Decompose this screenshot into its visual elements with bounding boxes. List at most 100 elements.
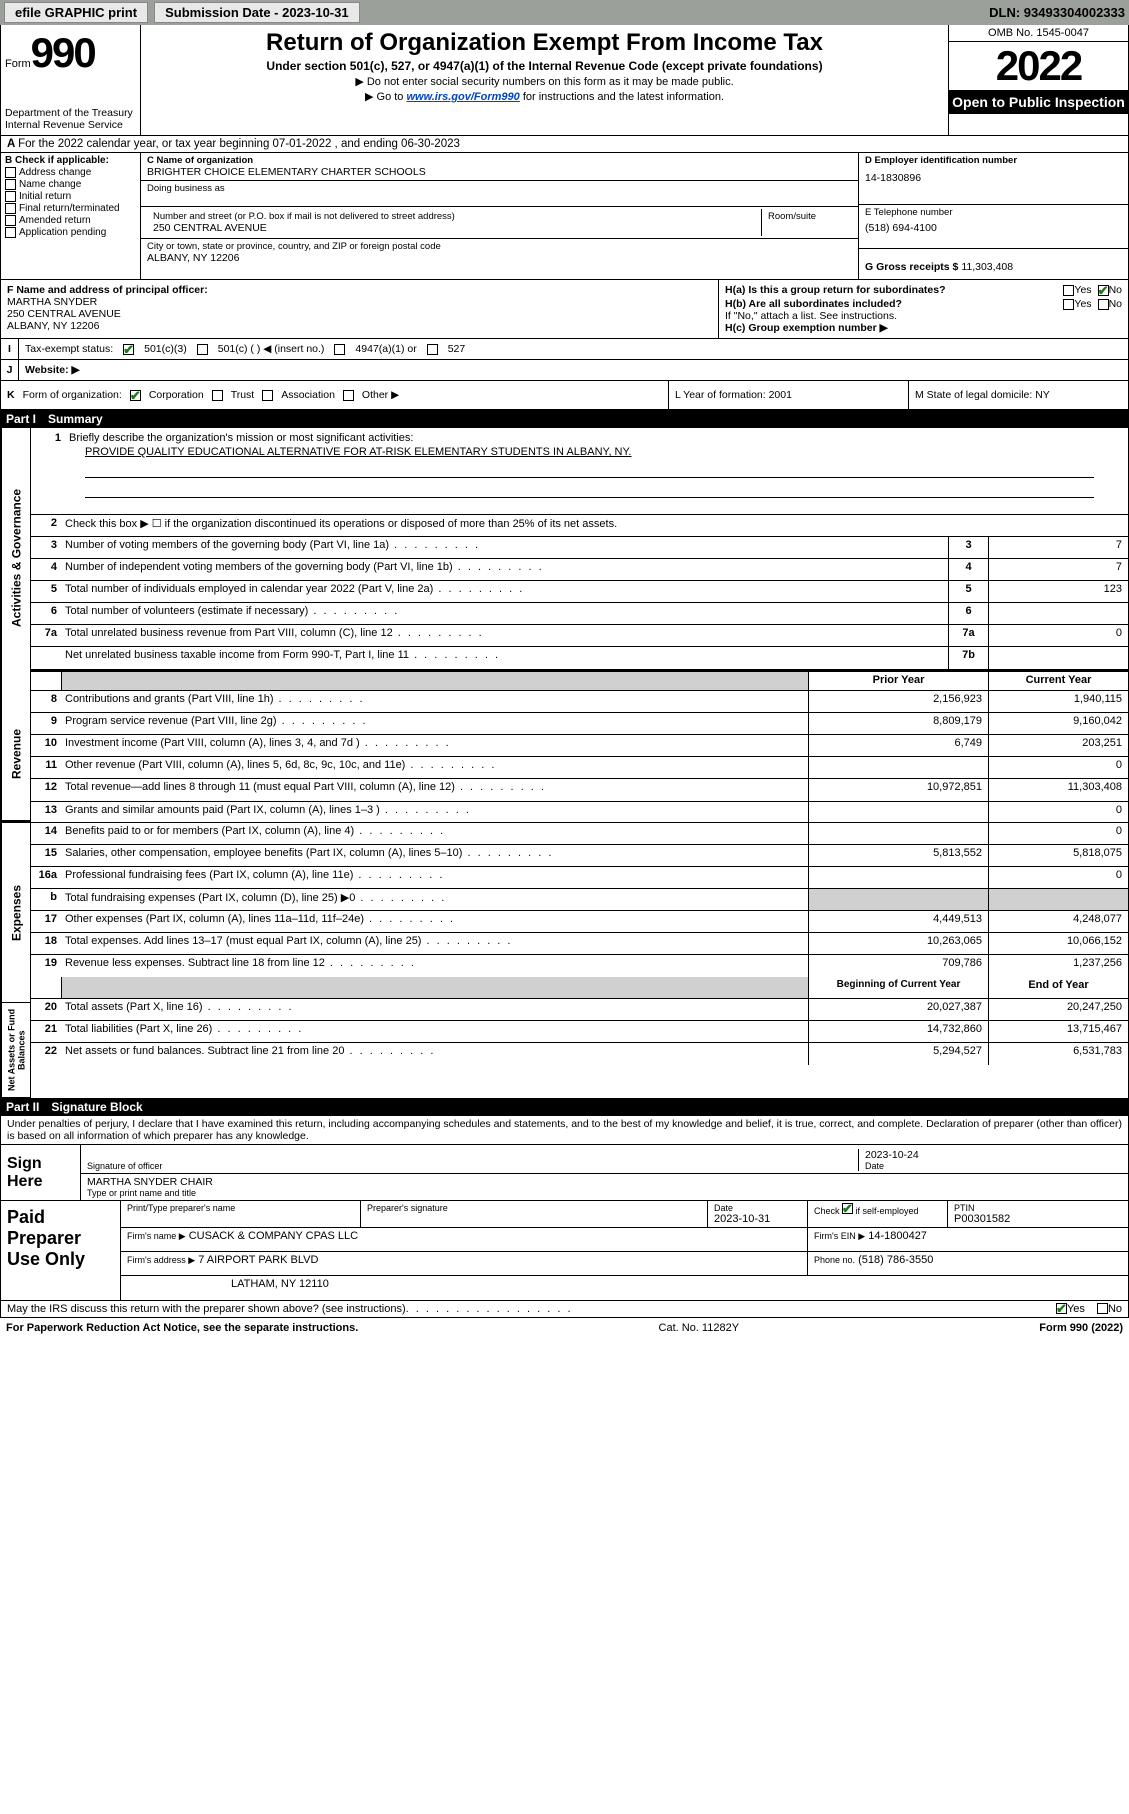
omb-number: OMB No. 1545-0047 — [949, 25, 1128, 42]
final-return-checkbox[interactable] — [5, 203, 16, 214]
sign-here-label: Sign Here — [1, 1145, 81, 1200]
street-value: 250 CENTRAL AVENUE — [153, 222, 755, 234]
section-j-letter: J — [1, 360, 19, 380]
data-line: 11Other revenue (Part VIII, column (A), … — [31, 757, 1128, 779]
end-year-header: End of Year — [988, 977, 1128, 998]
firm-addr2: LATHAM, NY 12110 — [121, 1276, 1128, 1300]
section-i-row: I Tax-exempt status: 501(c)(3) 501(c) ( … — [0, 339, 1129, 360]
data-line: 14Benefits paid to or for members (Part … — [31, 823, 1128, 845]
section-k-letter: K — [7, 389, 15, 401]
part-2-name: Part II — [6, 1100, 39, 1114]
501c3-checkbox[interactable] — [123, 344, 134, 355]
gov-line: 6Total number of volunteers (estimate if… — [31, 603, 1128, 625]
firm-phone: (518) 786-3550 — [858, 1254, 933, 1266]
sig-name: MARTHA SNYDER CHAIR — [87, 1176, 213, 1188]
dba-label: Doing business as — [147, 183, 852, 194]
initial-return-checkbox[interactable] — [5, 191, 16, 202]
paid-date: 2023-10-31 — [714, 1213, 801, 1225]
row-a-text: For the 2022 calendar year, or tax year … — [18, 138, 460, 150]
4947-checkbox[interactable] — [334, 344, 345, 355]
hb-no-checkbox[interactable] — [1098, 299, 1109, 310]
gov-line: 2Check this box ▶ ☐ if the organization … — [31, 515, 1128, 537]
firm-ein-label: Firm's EIN ▶ — [814, 1231, 865, 1241]
sig-name-label: Type or print name and title — [87, 1188, 196, 1198]
phone-value: (518) 694-4100 — [865, 222, 1122, 234]
application-pending-checkbox[interactable] — [5, 227, 16, 238]
submission-date-button[interactable]: Submission Date - 2023-10-31 — [154, 2, 360, 23]
officer-name: MARTHA SNYDER — [7, 296, 712, 308]
form-subtitle: Under section 501(c), 527, or 4947(a)(1)… — [147, 59, 942, 73]
form-title: Return of Organization Exempt From Incom… — [147, 29, 942, 57]
form-number: 990 — [31, 29, 95, 76]
section-b-header: B Check if applicable: — [5, 155, 136, 166]
section-a-row: A For the 2022 calendar year, or tax yea… — [0, 136, 1129, 280]
data-line: 10Investment income (Part VIII, column (… — [31, 735, 1128, 757]
hb-yes-checkbox[interactable] — [1063, 299, 1074, 310]
section-f: F Name and address of principal officer:… — [1, 280, 718, 338]
gross-receipts-label: G Gross receipts $ — [865, 261, 958, 273]
gov-line: Net unrelated business taxable income fr… — [31, 647, 1128, 669]
amended-return-checkbox[interactable] — [5, 215, 16, 226]
irs-form990-link[interactable]: www.irs.gov/Form990 — [406, 91, 519, 103]
other-checkbox[interactable] — [343, 390, 354, 401]
527-checkbox[interactable] — [427, 344, 438, 355]
street-label: Number and street (or P.O. box if mail i… — [153, 211, 755, 222]
name-change-checkbox[interactable] — [5, 179, 16, 190]
vert-net-assets: Net Assets or Fund Balances — [1, 1003, 31, 1098]
data-line: 18Total expenses. Add lines 13–17 (must … — [31, 933, 1128, 955]
prior-year-header: Prior Year — [808, 672, 988, 690]
section-m: M State of legal domicile: NY — [908, 381, 1128, 409]
discuss-yes-checkbox[interactable] — [1056, 1303, 1067, 1314]
vert-revenue: Revenue — [1, 688, 31, 823]
section-j-row: J Website: ▶ — [0, 360, 1129, 381]
efile-print-button[interactable]: efile GRAPHIC print — [4, 2, 148, 23]
data-line: 16aProfessional fundraising fees (Part I… — [31, 867, 1128, 889]
ha-yes-checkbox[interactable] — [1063, 285, 1074, 296]
section-l: L Year of formation: 2001 — [668, 381, 908, 409]
title-box: Return of Organization Exempt From Incom… — [141, 25, 948, 135]
org-info-grid: B Check if applicable: Address change Na… — [1, 153, 1128, 279]
officer-label: F Name and address of principal officer: — [7, 284, 712, 296]
firm-addr-label: Firm's address ▶ — [127, 1255, 195, 1265]
section-b: B Check if applicable: Address change Na… — [1, 153, 141, 279]
501c-checkbox[interactable] — [197, 344, 208, 355]
sig-date: 2023-10-24 — [865, 1149, 1122, 1161]
website-label: Website: ▶ — [25, 364, 80, 376]
city-label: City or town, state or province, country… — [147, 241, 852, 252]
hb-label: H(b) Are all subordinates included? — [725, 298, 1063, 310]
hb-note: If "No," attach a list. See instructions… — [725, 310, 1122, 322]
self-employed-checkbox[interactable] — [842, 1203, 853, 1214]
section-c: C Name of organization BRIGHTER CHOICE E… — [141, 153, 858, 279]
data-line: 17Other expenses (Part IX, column (A), l… — [31, 911, 1128, 933]
phone-label: E Telephone number — [865, 207, 1122, 218]
org-name-label: C Name of organization — [147, 155, 852, 166]
preparer-sig-label: Preparer's signature — [367, 1203, 701, 1213]
ptin-label: PTIN — [954, 1203, 1122, 1213]
prior-current-header: Prior Year Current Year — [31, 669, 1128, 691]
current-year-header: Current Year — [988, 672, 1128, 690]
sig-date-label: Date — [865, 1161, 1122, 1171]
ha-no-checkbox[interactable] — [1098, 285, 1109, 296]
data-line: 19Revenue less expenses. Subtract line 1… — [31, 955, 1128, 977]
section-h: H(a) Is this a group return for subordin… — [718, 280, 1128, 338]
address-change-checkbox[interactable] — [5, 167, 16, 178]
association-checkbox[interactable] — [262, 390, 273, 401]
org-name: BRIGHTER CHOICE ELEMENTARY CHARTER SCHOO… — [147, 166, 852, 178]
ein-value: 14-1830896 — [865, 172, 1122, 184]
tax-year: 2022 — [949, 42, 1128, 90]
firm-addr1: 7 AIRPORT PARK BLVD — [198, 1254, 318, 1266]
footer-row: For Paperwork Reduction Act Notice, see … — [0, 1318, 1129, 1338]
omb-year-box: OMB No. 1545-0047 2022 Open to Public In… — [948, 25, 1128, 135]
vert-expenses: Expenses — [1, 823, 31, 1003]
footer-right: Form 990 (2022) — [1039, 1322, 1123, 1334]
corporation-checkbox[interactable] — [130, 390, 141, 401]
dept-treasury: Department of the Treasury Internal Reve… — [5, 107, 136, 131]
preparer-name-label: Print/Type preparer's name — [127, 1203, 354, 1213]
ein-label: D Employer identification number — [865, 155, 1122, 166]
discuss-row: May the IRS discuss this return with the… — [0, 1301, 1129, 1318]
form-org-label: Form of organization: — [23, 389, 122, 401]
discuss-no-checkbox[interactable] — [1097, 1303, 1108, 1314]
form-word: Form — [5, 58, 31, 70]
part-2-title: Signature Block — [51, 1100, 142, 1114]
trust-checkbox[interactable] — [212, 390, 223, 401]
